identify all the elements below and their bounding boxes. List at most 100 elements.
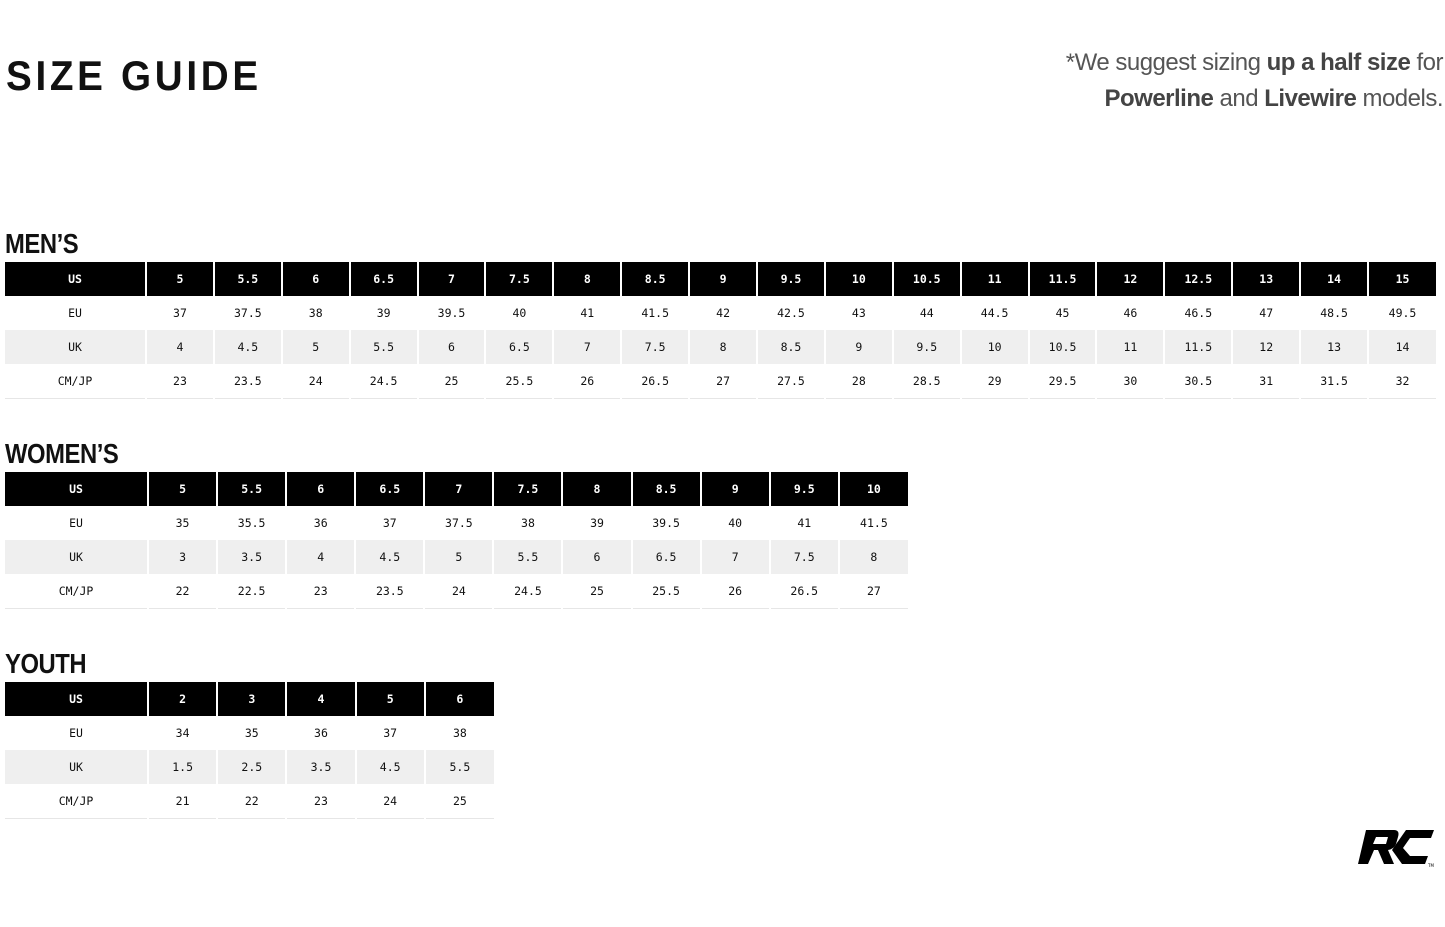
size-cell: 23 xyxy=(145,364,214,399)
size-cell: 35.5 xyxy=(216,506,287,540)
size-cell: 40 xyxy=(484,296,554,330)
table-row: CM/JP 21 22 23 24 25 xyxy=(5,784,494,819)
size-cell: 25 xyxy=(423,784,494,819)
size-cell: 26.5 xyxy=(768,574,839,609)
size-cell: 7.5 xyxy=(484,262,554,296)
table-row: EU 35 35.5 36 37 37.5 38 39 39.5 40 41 41.5 xyxy=(5,506,908,540)
size-cell: 7.5 xyxy=(620,330,690,364)
size-cell: 2 xyxy=(147,682,218,716)
size-cell: 41.5 xyxy=(620,296,690,330)
size-cell: 5.5 xyxy=(216,472,287,506)
size-cell: 3 xyxy=(216,682,287,716)
size-cell: 6.5 xyxy=(354,472,425,506)
size-cell: 39.5 xyxy=(416,296,486,330)
note-model-powerline: Powerline xyxy=(1104,85,1214,112)
size-cell: 36 xyxy=(285,506,356,540)
size-cell: 41 xyxy=(768,506,839,540)
size-cell: 40 xyxy=(699,506,770,540)
size-cell: 26 xyxy=(552,364,622,399)
size-cell: 8 xyxy=(837,540,908,574)
size-cell: 41.5 xyxy=(837,506,908,540)
size-cell: 9.5 xyxy=(756,262,825,296)
table-row: UK 1.5 2.5 3.5 4.5 5.5 xyxy=(5,750,494,784)
size-cell: 12.5 xyxy=(1163,262,1233,296)
size-cell: 6.5 xyxy=(630,540,701,574)
size-cell: 8 xyxy=(688,330,758,364)
size-cell: 29.5 xyxy=(1027,364,1097,399)
youth-size-table: US 2 3 4 5 6 EU 34 35 36 37 38 UK 1.5 2.5 3.5 4.5 5.5 CM/J… xyxy=(5,682,494,819)
size-cell: 5.5 xyxy=(348,330,418,364)
mens-size-table: US 5 5.5 6 6.5 7 7.5 8 8.5 9 9.5 10 10.5 11 11.5 12 12.5… xyxy=(5,262,1436,399)
rc-logo-icon: TM xyxy=(1358,830,1434,868)
size-cell: 4 xyxy=(145,330,214,364)
size-cell: 39 xyxy=(561,506,632,540)
size-cell: 24.5 xyxy=(492,574,563,609)
size-cell: 24 xyxy=(423,574,494,609)
size-cell: 9 xyxy=(699,472,770,506)
row-label: UK xyxy=(5,540,149,574)
size-cell: 46 xyxy=(1095,296,1165,330)
size-cell: 27 xyxy=(837,574,908,609)
size-cell: 5 xyxy=(354,682,425,716)
size-cell: 7 xyxy=(552,330,622,364)
size-cell: 7 xyxy=(423,472,494,506)
size-cell: 8 xyxy=(561,472,632,506)
size-cell: 3.5 xyxy=(216,540,287,574)
row-label: CM/JP xyxy=(5,784,149,819)
size-cell: 24 xyxy=(280,364,350,399)
size-cell: 11 xyxy=(1095,330,1165,364)
table-row: EU 37 37.5 38 39 39.5 40 41 41.5 42 42.5 43 44 44.5 45… xyxy=(5,296,1436,330)
size-cell: 10 xyxy=(823,262,893,296)
note-model-livewire: Livewire xyxy=(1264,85,1357,112)
size-cell: 2.5 xyxy=(216,750,287,784)
table-header-row: US 2 3 4 5 6 xyxy=(5,682,494,716)
size-cell: 38 xyxy=(492,506,563,540)
size-cell: 15 xyxy=(1367,262,1436,296)
size-cell: 5 xyxy=(145,262,214,296)
note-text: and xyxy=(1213,85,1265,112)
size-cell: 5.5 xyxy=(492,540,563,574)
size-cell: 38 xyxy=(423,716,494,750)
size-cell: 22.5 xyxy=(216,574,287,609)
row-label: EU xyxy=(69,726,83,740)
size-cell: 25.5 xyxy=(630,574,701,609)
size-cell: 9 xyxy=(823,330,893,364)
size-cell: 37 xyxy=(145,296,214,330)
size-cell: 10 xyxy=(837,472,908,506)
size-cell: 4 xyxy=(285,540,356,574)
row-label: US xyxy=(5,472,149,506)
size-cell: 30.5 xyxy=(1163,364,1233,399)
size-cell: 3.5 xyxy=(285,750,356,784)
size-cell: 24 xyxy=(354,784,425,819)
size-cell: 47 xyxy=(1231,296,1301,330)
row-label: UK xyxy=(5,330,146,364)
size-cell: 35 xyxy=(216,716,287,750)
size-cell: 37 xyxy=(354,716,425,750)
size-cell: 23.5 xyxy=(354,574,425,609)
size-cell: 36 xyxy=(285,716,356,750)
size-cell: 41 xyxy=(552,296,622,330)
size-cell: 7 xyxy=(699,540,770,574)
section-title: WOMEN’S xyxy=(5,438,119,469)
size-cell: 45 xyxy=(1027,296,1097,330)
row-label: EU xyxy=(69,516,83,530)
size-cell: 48.5 xyxy=(1299,296,1369,330)
size-cell: 32 xyxy=(1367,364,1436,399)
size-cell: 4.5 xyxy=(354,540,425,574)
table-header-row: US 5 5.5 6 6.5 7 7.5 8 8.5 9 9.5 10 xyxy=(5,472,908,506)
size-cell: 6.5 xyxy=(484,330,554,364)
svg-text:TM: TM xyxy=(1427,863,1434,868)
size-cell: 6 xyxy=(280,262,350,296)
row-label: US xyxy=(5,682,149,716)
note-text: models. xyxy=(1356,85,1443,112)
table-row: UK 3 3.5 4 4.5 5 5.5 6 6.5 7 7.5 8 xyxy=(5,540,908,574)
size-cell: 44 xyxy=(891,296,961,330)
table-row: CM/JP 23 23.5 24 24.5 25 25.5 26 26.5 27 27.5 28 28.… xyxy=(5,364,1436,399)
size-cell: 42.5 xyxy=(756,296,825,330)
row-label: CM/JP xyxy=(5,364,146,399)
size-cell: 39 xyxy=(348,296,418,330)
note-emphasis: up a half size xyxy=(1266,49,1411,76)
size-cell: 22 xyxy=(216,784,287,819)
size-cell: 24.5 xyxy=(348,364,418,399)
table-row: CM/JP 22 22.5 23 23.5 24 24.5 25 25.5 26 26.5 27 xyxy=(5,574,908,609)
